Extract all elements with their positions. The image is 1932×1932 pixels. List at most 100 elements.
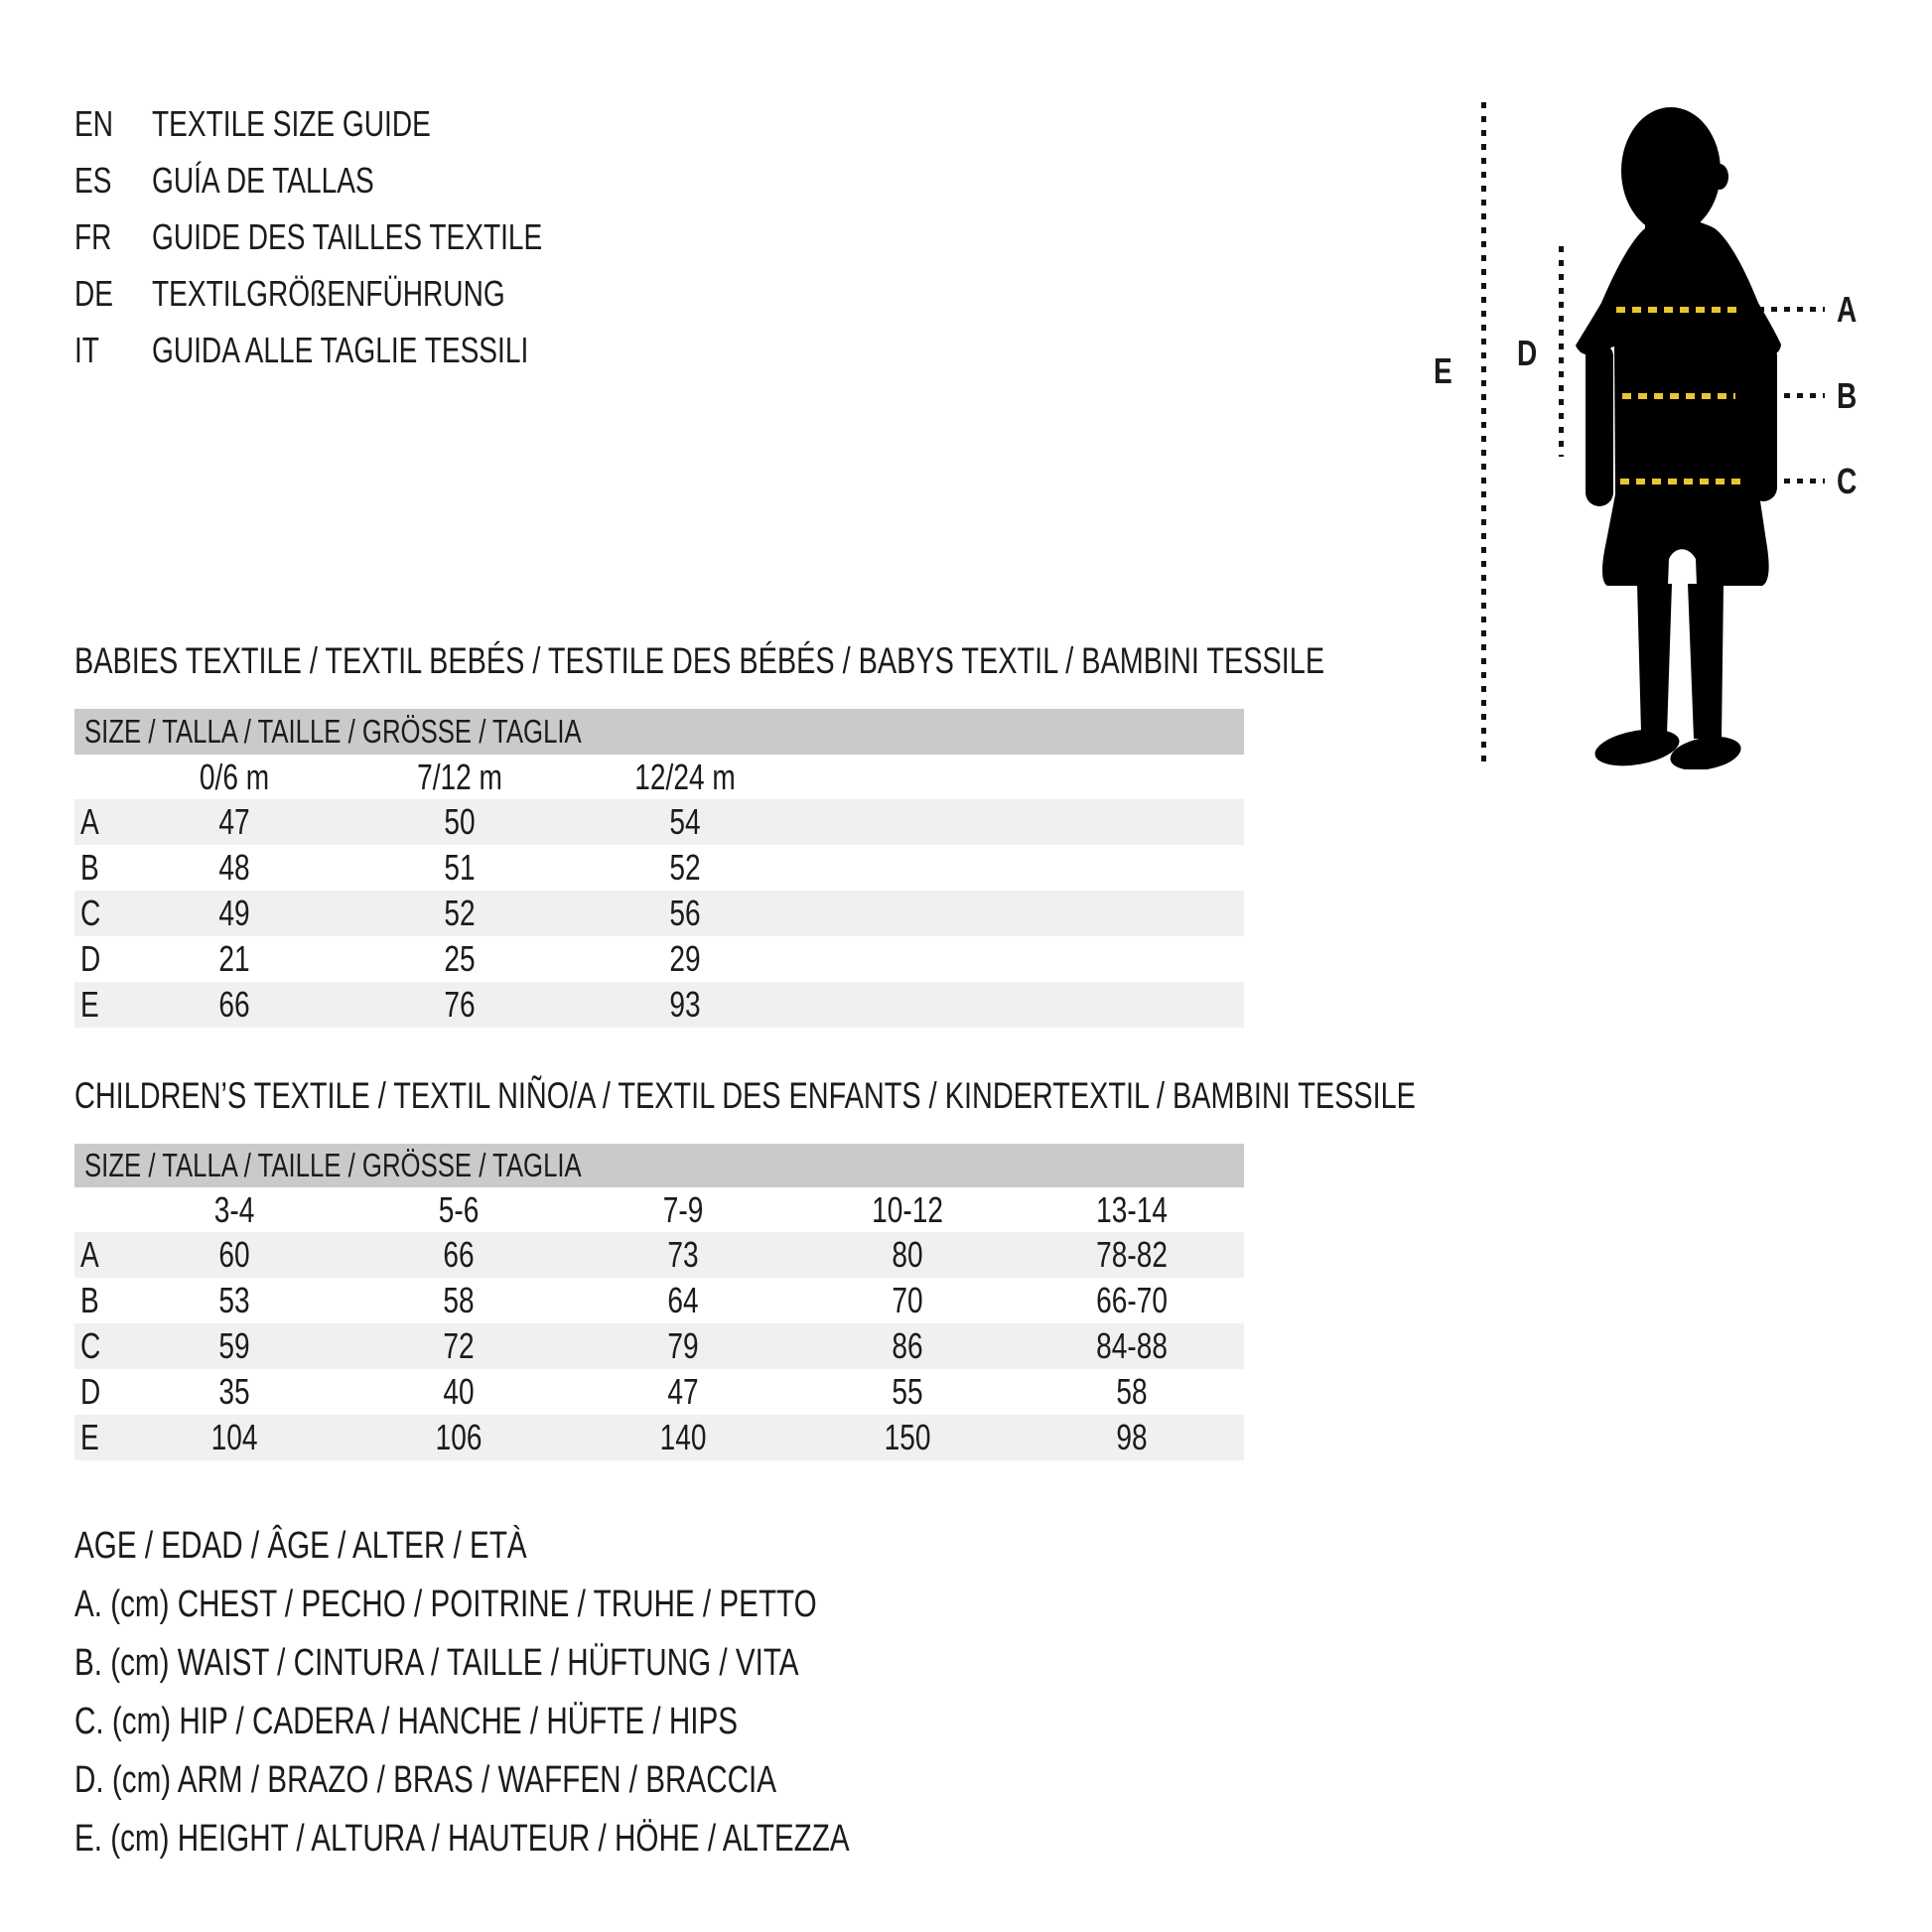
size-value-cell: 106 bbox=[435, 1417, 483, 1457]
dimension-label-e: E bbox=[1434, 350, 1452, 391]
language-title: GUIDA ALLE TAGLIE TESSILI bbox=[152, 330, 529, 370]
table-row-c: C 49 52 56 bbox=[74, 891, 1244, 936]
age-column-header: 10-12 bbox=[872, 1189, 943, 1230]
size-value-cell: 98 bbox=[1116, 1417, 1148, 1457]
measurement-diagram: A B C D E bbox=[1430, 84, 1916, 794]
table-row-d: D 21 25 29 bbox=[74, 936, 1244, 982]
measurement-row-label: B bbox=[80, 1280, 99, 1320]
silhouette-left-leg bbox=[1637, 584, 1672, 735]
size-value-cell: 59 bbox=[218, 1325, 250, 1366]
size-value-cell: 21 bbox=[218, 938, 251, 979]
language-row-de: DE TEXTILGRÖßENFÜHRUNG bbox=[74, 265, 652, 322]
children-section-heading: CHILDREN’S TEXTILE / TEXTIL NIÑO/A / TEX… bbox=[74, 1075, 1416, 1116]
silhouette-left-shoe bbox=[1594, 729, 1680, 766]
language-code: FR bbox=[74, 216, 112, 257]
size-value-cell: 50 bbox=[444, 801, 477, 842]
language-code: EN bbox=[74, 103, 114, 144]
language-list: EN TEXTILE SIZE GUIDE ES GUÍA DE TALLAS … bbox=[74, 95, 652, 378]
language-row-es: ES GUÍA DE TALLAS bbox=[74, 152, 652, 208]
table-row-d: D 35 40 47 55 58 bbox=[74, 1369, 1244, 1415]
size-value-cell: 72 bbox=[443, 1325, 475, 1366]
language-title: GUÍA DE TALLAS bbox=[152, 160, 374, 201]
table-row-b: B 53 58 64 70 66-70 bbox=[74, 1278, 1244, 1323]
chest-measure-dash-black bbox=[1745, 307, 1825, 312]
children-size-table: 3-4 5-6 7-9 10-12 13-14 A 60 66 73 80 78… bbox=[74, 1187, 1244, 1460]
age-column-header: 12/24 m bbox=[634, 757, 737, 797]
language-code: IT bbox=[74, 330, 99, 370]
language-row-fr: FR GUIDE DES TAILLES TEXTILE bbox=[74, 208, 652, 265]
measurement-row-label: D bbox=[80, 1371, 101, 1412]
size-value-cell: 60 bbox=[218, 1234, 250, 1275]
legend-line-height: E. (cm) HEIGHT / ALTURA / HAUTEUR / HÖHE… bbox=[74, 1818, 850, 1860]
size-value-cell: 73 bbox=[667, 1234, 699, 1275]
size-value-cell: 104 bbox=[210, 1417, 258, 1457]
language-title: TEXTILE SIZE GUIDE bbox=[152, 103, 431, 144]
silhouette-right-arm bbox=[1749, 343, 1777, 501]
babies-section-heading: BABIES TEXTILE / TEXTIL BEBÉS / TESTILE … bbox=[74, 640, 1325, 681]
babies-age-header-row: 0/6 m 7/12 m 12/24 m bbox=[74, 755, 1244, 799]
child-silhouette bbox=[1576, 107, 1781, 769]
size-value-cell: 64 bbox=[667, 1280, 699, 1320]
age-column-header: 7/12 m bbox=[417, 757, 503, 797]
measurement-legend: AGE / EDAD / ÂGE / ALTER / ETÀ A. (cm) C… bbox=[74, 1517, 1068, 1868]
age-column-header: 5-6 bbox=[438, 1189, 480, 1230]
table-row-a: A 47 50 54 bbox=[74, 799, 1244, 845]
size-value-cell: 150 bbox=[884, 1417, 931, 1457]
size-value-cell: 25 bbox=[444, 938, 477, 979]
language-row-it: IT GUIDA ALLE TAGLIE TESSILI bbox=[74, 322, 652, 378]
legend-line-hip: C. (cm) HIP / CADERA / HANCHE / HÜFTE / … bbox=[74, 1701, 739, 1742]
size-value-cell: 52 bbox=[669, 847, 702, 888]
silhouette-right-shoe bbox=[1670, 737, 1741, 769]
measurement-row-label: A bbox=[80, 1234, 99, 1275]
measurement-row-label: B bbox=[80, 847, 99, 888]
size-value-cell: 47 bbox=[667, 1371, 699, 1412]
chest-measure-dash-yellow bbox=[1616, 307, 1740, 313]
size-value-cell: 79 bbox=[667, 1325, 699, 1366]
legend-line-age: AGE / EDAD / ÂGE / ALTER / ETÀ bbox=[74, 1525, 527, 1567]
table-row-e: E 104 106 140 150 98 bbox=[74, 1415, 1244, 1460]
size-value-cell: 40 bbox=[443, 1371, 475, 1412]
size-value-cell: 58 bbox=[1116, 1371, 1148, 1412]
height-dotted-line-e bbox=[1481, 102, 1486, 769]
silhouette-shorts bbox=[1602, 494, 1769, 586]
dimension-label-a: A bbox=[1837, 289, 1858, 330]
table-row-e: E 66 76 93 bbox=[74, 982, 1244, 1028]
silhouette-ear bbox=[1711, 164, 1728, 190]
size-value-cell: 47 bbox=[218, 801, 251, 842]
silhouette-head bbox=[1621, 107, 1721, 234]
size-value-cell: 54 bbox=[669, 801, 702, 842]
babies-size-table: 0/6 m 7/12 m 12/24 m A 47 50 54 B 48 51 … bbox=[74, 755, 1244, 1028]
table-row-b: B 48 51 52 bbox=[74, 845, 1244, 891]
size-value-cell: 35 bbox=[218, 1371, 250, 1412]
waist-measure-dash-yellow bbox=[1622, 393, 1735, 399]
arm-dotted-line-d bbox=[1559, 246, 1564, 457]
size-value-cell: 53 bbox=[218, 1280, 250, 1320]
measurement-row-label: C bbox=[80, 1325, 101, 1366]
size-value-cell: 55 bbox=[892, 1371, 923, 1412]
legend-line-arm: D. (cm) ARM / BRAZO / BRAS / WAFFEN / BR… bbox=[74, 1759, 777, 1801]
size-value-cell: 93 bbox=[669, 984, 702, 1025]
measurement-row-label: E bbox=[80, 1417, 99, 1457]
children-age-header-row: 3-4 5-6 7-9 10-12 13-14 bbox=[74, 1187, 1244, 1232]
size-value-cell: 52 bbox=[444, 893, 477, 933]
size-value-cell: 140 bbox=[659, 1417, 707, 1457]
silhouette-shirt bbox=[1576, 219, 1781, 496]
language-title: GUIDE DES TAILLES TEXTILE bbox=[152, 216, 543, 257]
size-value-cell: 84-88 bbox=[1096, 1325, 1168, 1366]
silhouette-right-leg bbox=[1688, 584, 1724, 739]
table-row-a: A 60 66 73 80 78-82 bbox=[74, 1232, 1244, 1278]
measurement-row-label: A bbox=[80, 801, 99, 842]
children-size-header-bar: SIZE / TALLA / TAILLE / GRÖSSE / TAGLIA bbox=[74, 1144, 1244, 1187]
size-value-cell: 49 bbox=[218, 893, 251, 933]
age-column-header: 0/6 m bbox=[200, 757, 270, 797]
size-value-cell: 48 bbox=[218, 847, 251, 888]
hip-measure-dash-yellow bbox=[1620, 479, 1742, 484]
size-value-cell: 80 bbox=[892, 1234, 923, 1275]
babies-size-header-bar: SIZE / TALLA / TAILLE / GRÖSSE / TAGLIA bbox=[74, 709, 1244, 755]
size-value-cell: 58 bbox=[443, 1280, 475, 1320]
age-column-header: 7-9 bbox=[662, 1189, 704, 1230]
language-code: DE bbox=[74, 273, 114, 314]
measurement-row-label: E bbox=[80, 984, 99, 1025]
waist-measure-dash-black bbox=[1745, 393, 1825, 398]
